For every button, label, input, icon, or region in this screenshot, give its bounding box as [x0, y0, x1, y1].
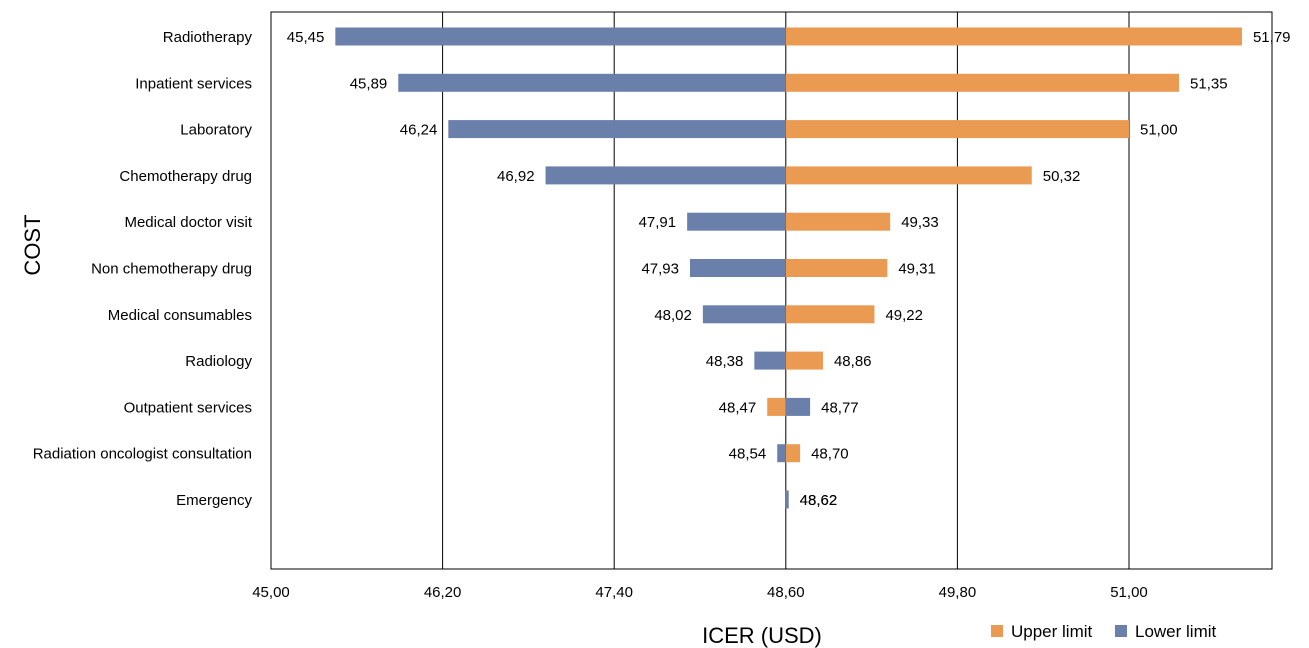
x-tick-label: 45,00	[252, 584, 290, 601]
bar-lower-limit-chemotherapy-drug	[545, 166, 786, 185]
x-axis-ticks: 45,00 46,20 47,40 48,60 49,80 51,00	[252, 584, 1148, 601]
x-tick-label: 49,80	[939, 584, 977, 601]
data-label-upper-limit-laboratory: 51,00	[1140, 122, 1178, 139]
label-layer: 51,7945,4551,3545,8951,0046,2450,3246,92…	[287, 29, 1291, 509]
bar-upper-limit-radiation-oncologist-consultation	[785, 444, 801, 463]
bar-upper-limit-radiology	[785, 351, 823, 370]
bar-upper-limit-inpatient-services	[785, 73, 1180, 92]
data-label-lower-limit-laboratory: 46,24	[400, 122, 438, 139]
bar-upper-limit-outpatient-services	[767, 397, 786, 416]
data-label-upper-limit-medical-consumables: 49,22	[885, 307, 923, 324]
x-tick-label: 51,00	[1110, 584, 1148, 601]
grid-layer	[442, 12, 1130, 569]
legend-swatch-lower-limit	[1115, 625, 1127, 637]
category-label-emergency: Emergency	[176, 492, 252, 509]
x-axis-title: ICER (USD)	[702, 623, 822, 648]
bar-lower-limit-medical-doctor-visit	[687, 212, 786, 231]
data-label-lower-limit-inpatient-services: 45,89	[350, 75, 388, 92]
data-label-upper-limit-inpatient-services: 51,35	[1190, 75, 1228, 92]
legend-label-upper-limit: Upper limit	[1011, 622, 1093, 641]
category-label-radiation-oncologist-consultation: Radiation oncologist consultation	[33, 446, 252, 463]
data-label-lower-limit-non-chemotherapy-drug: 47,93	[641, 261, 679, 278]
bar-lower-limit-inpatient-services	[398, 73, 786, 92]
category-label-medical-consumables: Medical consumables	[108, 307, 252, 324]
bar-upper-limit-medical-doctor-visit	[785, 212, 891, 231]
data-label-upper-limit-medical-doctor-visit: 49,33	[901, 214, 939, 231]
bar-lower-limit-outpatient-services	[785, 397, 811, 416]
category-label-chemotherapy-drug: Chemotherapy drug	[119, 168, 252, 185]
bar-lower-limit-laboratory	[448, 120, 786, 139]
data-label-upper-limit-outpatient-services: 48,47	[719, 399, 757, 416]
bar-lower-limit-medical-consumables	[702, 305, 786, 324]
bar-upper-limit-chemotherapy-drug	[785, 166, 1032, 185]
legend-swatch-upper-limit	[991, 625, 1003, 637]
category-label-inpatient-services: Inpatient services	[135, 75, 252, 92]
data-label-upper-limit-non-chemotherapy-drug: 49,31	[898, 261, 936, 278]
data-label-upper-limit-radiation-oncologist-consultation: 48,70	[811, 446, 849, 463]
category-label-medical-doctor-visit: Medical doctor visit	[124, 214, 252, 231]
bar-upper-limit-radiotherapy	[785, 27, 1242, 46]
bar-lower-limit-radiotherapy	[335, 27, 786, 46]
bar-upper-limit-laboratory	[785, 120, 1129, 139]
x-tick-label: 47,40	[595, 584, 633, 601]
data-label-upper-limit-emergency: 48,62	[800, 492, 838, 509]
legend-label-lower-limit: Lower limit	[1135, 622, 1217, 641]
bar-lower-limit-radiation-oncologist-consultation	[777, 444, 786, 463]
data-label-lower-limit-radiology: 48,38	[706, 353, 744, 370]
bar-lower-limit-emergency	[785, 490, 789, 509]
data-label-lower-limit-radiation-oncologist-consultation: 48,54	[729, 446, 767, 463]
data-label-lower-limit-emergency: 48,62	[800, 492, 838, 509]
data-label-lower-limit-outpatient-services: 48,77	[821, 399, 859, 416]
y-axis-categories: Radiotherapy Inpatient services Laboratory…	[33, 29, 253, 509]
bar-upper-limit-non-chemotherapy-drug	[785, 259, 888, 277]
data-label-lower-limit-medical-doctor-visit: 47,91	[639, 214, 677, 231]
plot-area-border	[270, 11, 1273, 570]
data-label-upper-limit-chemotherapy-drug: 50,32	[1043, 168, 1081, 185]
bar-lower-limit-radiology	[754, 351, 786, 370]
x-tick-label: 46,20	[424, 584, 462, 601]
bar-layer	[335, 27, 1242, 509]
data-label-lower-limit-chemotherapy-drug: 46,92	[497, 168, 535, 185]
data-label-lower-limit-radiotherapy: 45,45	[287, 29, 325, 46]
bar-upper-limit-medical-consumables	[785, 305, 875, 324]
data-label-upper-limit-radiology: 48,86	[834, 353, 872, 370]
data-label-lower-limit-medical-consumables: 48,02	[654, 307, 692, 324]
category-label-radiotherapy: Radiotherapy	[163, 29, 253, 46]
category-label-non-chemotherapy-drug: Non chemotherapy drug	[91, 261, 252, 278]
bar-lower-limit-non-chemotherapy-drug	[689, 259, 786, 277]
legend: Upper limit Lower limit	[991, 622, 1217, 641]
category-label-radiology: Radiology	[185, 353, 252, 370]
x-tick-label: 48,60	[767, 584, 805, 601]
category-label-outpatient-services: Outpatient services	[124, 399, 252, 416]
y-axis-title: COST	[20, 214, 45, 275]
category-label-laboratory: Laboratory	[180, 122, 252, 139]
